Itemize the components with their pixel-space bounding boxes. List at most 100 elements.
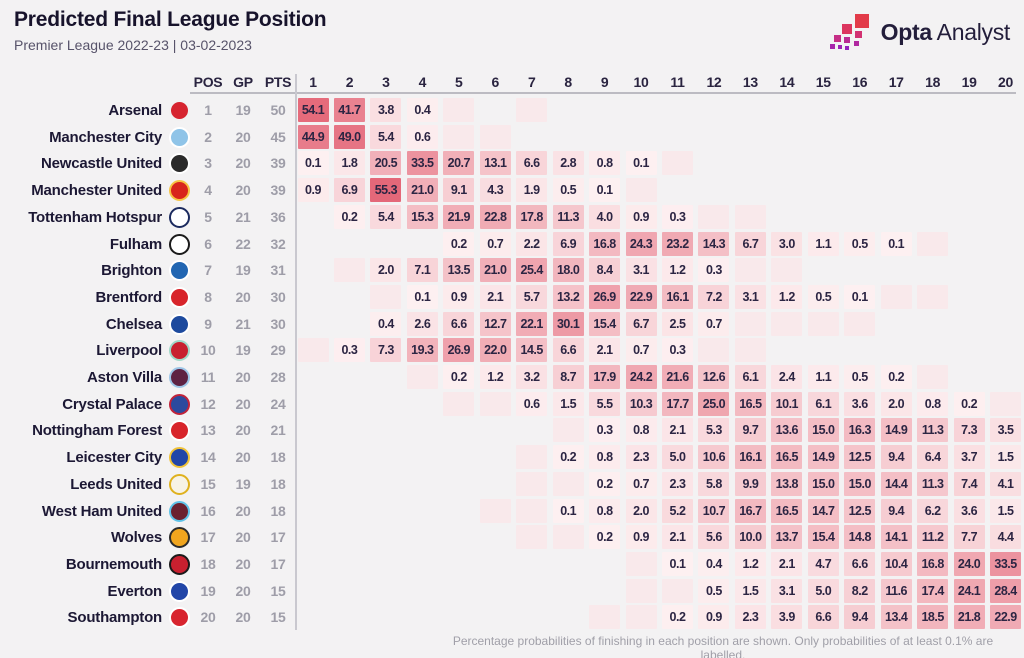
prob-cell: 6.4 — [917, 445, 949, 470]
prob-cell — [734, 258, 766, 283]
prob-cell: 0.2 — [589, 471, 621, 496]
prob-cell: 1.2 — [662, 258, 693, 283]
prob-cell: 0.6 — [406, 124, 438, 149]
column-header-position-10: 10 — [633, 74, 649, 90]
team-name: Crystal Palace — [62, 395, 162, 413]
prob-cell: 0.8 — [917, 391, 949, 416]
prob-cell: 33.5 — [990, 551, 1022, 576]
prob-cell: 3.0 — [771, 231, 803, 256]
prob-cell: 9.4 — [880, 498, 912, 523]
prob-cell — [698, 338, 730, 363]
prob-cell — [552, 418, 584, 443]
team-gp-value: 20 — [235, 449, 251, 466]
team-pts-value: 21 — [270, 422, 286, 439]
prob-cell: 0.4 — [370, 311, 402, 336]
prob-cell — [917, 284, 949, 309]
team-crest — [169, 180, 190, 202]
prob-cell — [443, 98, 475, 122]
column-header-position-13: 13 — [742, 74, 758, 90]
prob-cell: 0.3 — [333, 338, 365, 363]
team-gp-value: 19 — [235, 475, 251, 492]
prob-cell: 6.6 — [807, 605, 839, 630]
prob-cell: 0.3 — [589, 418, 621, 443]
team-row: Manchester City 2 20 45 44.9 49.0 5.4 0.6 — [0, 124, 1024, 151]
prob-cell: 0.2 — [880, 365, 912, 389]
column-header-position-7: 7 — [527, 74, 536, 90]
prob-cell — [516, 471, 548, 496]
team-crest — [169, 233, 190, 255]
team-name: Nottingham Forest — [32, 422, 162, 440]
team-crest — [169, 286, 190, 308]
prob-cell: 18.5 — [917, 605, 949, 630]
prob-cell: 13.7 — [771, 525, 803, 550]
team-pos-value: 18 — [200, 555, 216, 572]
team-crest — [169, 580, 190, 602]
prob-cell: 11.3 — [917, 418, 949, 443]
team-name: Leeds United — [70, 475, 162, 493]
column-header-position-4: 4 — [418, 74, 427, 90]
prob-cell: 16.5 — [734, 391, 766, 416]
prob-cell: 18.0 — [552, 258, 584, 283]
column-header-pts: PTS — [264, 74, 292, 90]
team-pts-value: 30 — [270, 315, 286, 332]
prob-cell: 0.1 — [589, 178, 621, 203]
team-pos-value: 19 — [200, 582, 216, 599]
prob-cell — [771, 311, 803, 336]
prob-cell: 28.4 — [990, 578, 1022, 603]
team-pts-value: 29 — [270, 342, 286, 359]
team-pos-value: 2 — [204, 128, 212, 145]
prob-cell: 14.3 — [698, 231, 730, 256]
column-header-position-18: 18 — [925, 74, 941, 90]
team-name: Bournemouth — [65, 555, 162, 573]
prob-cell: 1.5 — [552, 391, 584, 416]
prob-cell: 5.8 — [698, 471, 730, 496]
prob-cell: 22.9 — [625, 284, 657, 309]
brand-name-bold: Opta — [880, 18, 933, 45]
team-crest — [169, 447, 190, 469]
team-gp-value: 19 — [235, 262, 251, 279]
prob-cell: 0.7 — [625, 471, 657, 496]
prob-cell: 14.7 — [807, 498, 839, 523]
prob-cell: 13.8 — [771, 471, 803, 496]
team-pts-value: 39 — [270, 182, 286, 199]
team-pos-value: 13 — [200, 422, 216, 439]
prob-cell: 10.7 — [698, 498, 730, 523]
prob-cell: 1.5 — [990, 498, 1022, 523]
prob-cell: 2.3 — [734, 605, 766, 630]
prob-cell: 49.0 — [333, 124, 365, 149]
column-header-position-5: 5 — [455, 74, 463, 90]
team-crest — [169, 126, 190, 148]
prob-cell: 22.0 — [479, 338, 511, 363]
prob-cell: 10.3 — [625, 391, 657, 416]
prob-cell: 11.6 — [880, 578, 912, 603]
prob-cell — [625, 178, 657, 203]
prob-cell: 6.2 — [917, 498, 949, 523]
prob-cell: 2.4 — [771, 365, 803, 389]
team-crest — [169, 500, 190, 522]
prob-cell: 12.5 — [844, 498, 876, 523]
team-pos-value: 3 — [204, 155, 212, 172]
prob-cell: 4.4 — [990, 525, 1022, 550]
team-pos-value: 17 — [200, 529, 216, 546]
team-name: Everton — [107, 582, 163, 600]
team-pts-value: 30 — [270, 288, 286, 305]
prob-cell: 55.3 — [370, 178, 402, 203]
prob-cell: 6.9 — [552, 231, 584, 256]
prob-cell: 0.2 — [662, 605, 693, 630]
prob-cell: 1.1 — [807, 365, 839, 389]
prob-cell: 7.2 — [698, 284, 730, 309]
prob-cell: 21.0 — [479, 258, 511, 283]
prob-cell: 6.6 — [443, 311, 475, 336]
prob-cell: 44.9 — [297, 124, 329, 149]
prob-cell: 3.6 — [844, 391, 876, 416]
team-pts-value: 15 — [270, 582, 286, 599]
prob-cell: 0.5 — [844, 365, 876, 389]
prob-cell — [917, 231, 949, 256]
prob-cell: 1.5 — [734, 578, 766, 603]
prob-cell: 14.1 — [880, 525, 912, 550]
prob-cell — [479, 498, 511, 523]
prob-cell: 2.6 — [406, 311, 438, 336]
team-pts-value: 32 — [270, 235, 286, 252]
prob-cell: 3.8 — [370, 98, 402, 122]
